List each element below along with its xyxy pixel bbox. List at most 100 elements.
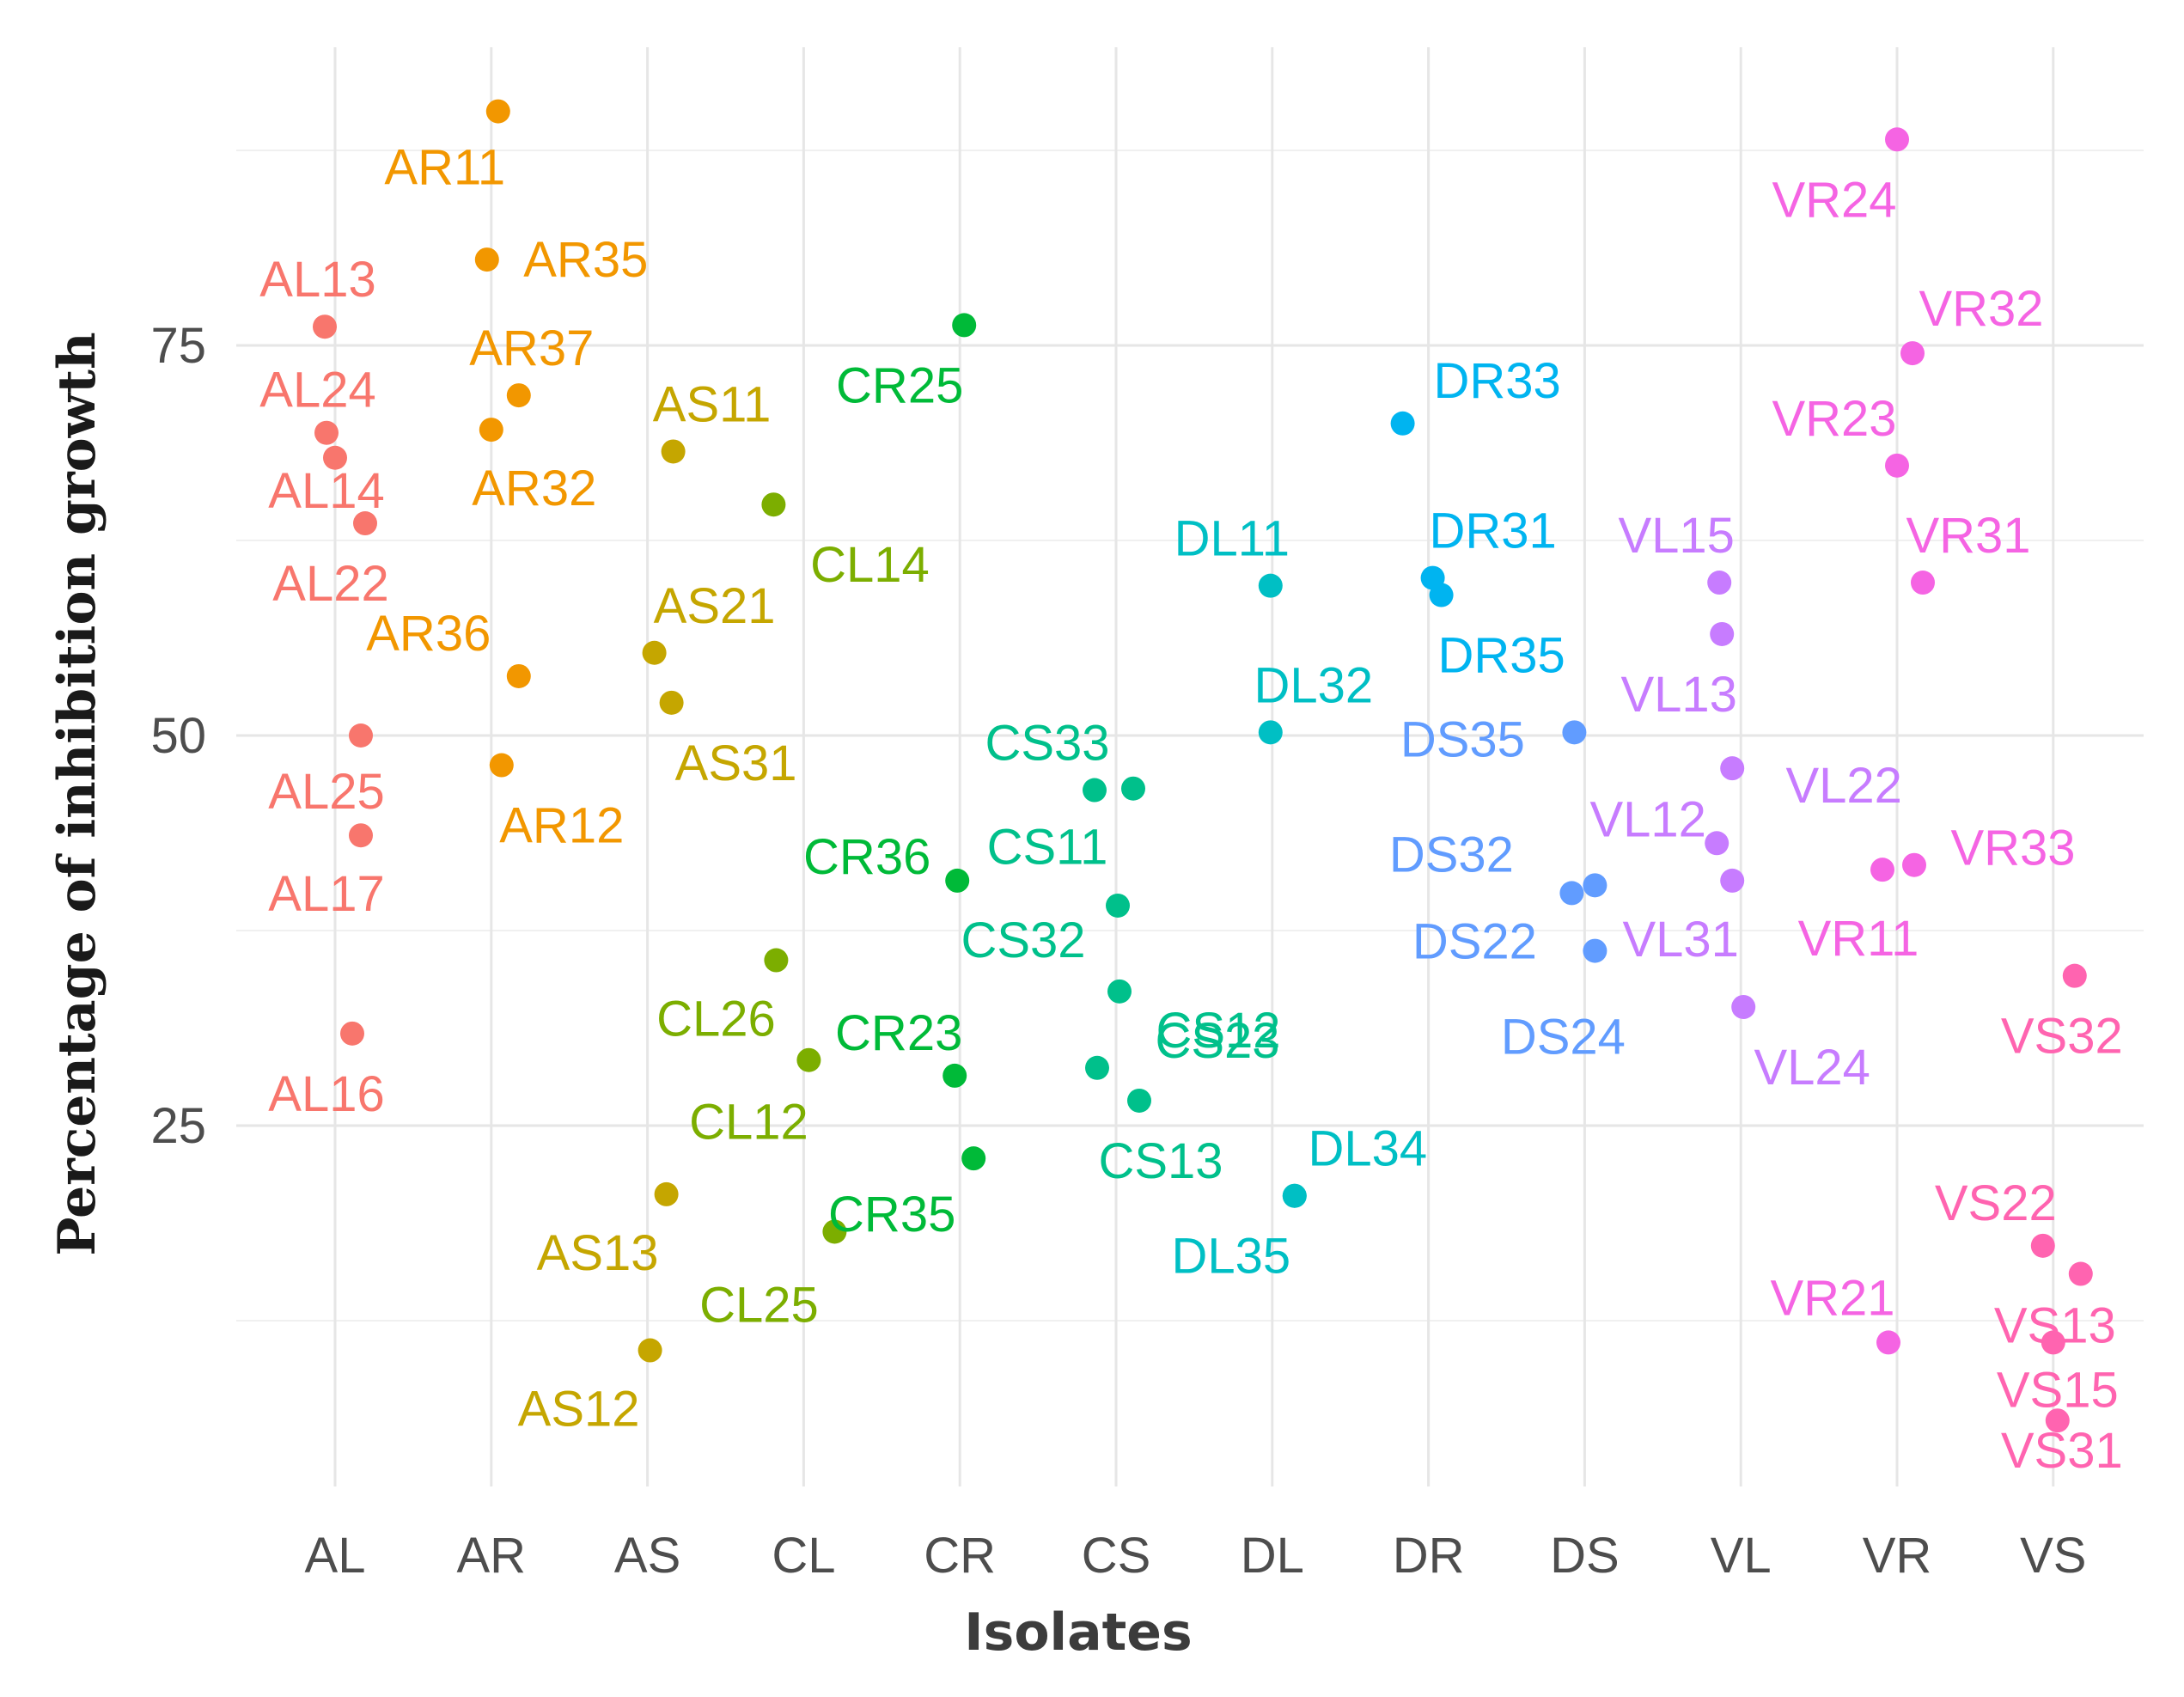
data-point xyxy=(1559,881,1584,906)
data-point xyxy=(1707,571,1732,595)
x-tick-label: CR xyxy=(924,1528,996,1584)
data-label: CL25 xyxy=(699,1277,819,1333)
data-label: AL22 xyxy=(272,556,388,612)
data-label: CL14 xyxy=(810,537,930,593)
data-point xyxy=(659,690,684,715)
data-point xyxy=(1429,583,1454,607)
data-point xyxy=(2041,1330,2065,1355)
x-tick-label: DR xyxy=(1393,1528,1465,1584)
data-point xyxy=(764,948,789,973)
x-tick-label: AS xyxy=(614,1528,680,1584)
data-label: DR33 xyxy=(1433,353,1560,409)
data-point xyxy=(1705,831,1730,856)
data-point xyxy=(1121,776,1145,801)
data-label: CS33 xyxy=(985,716,1109,772)
x-tick-label: VL xyxy=(1711,1528,1772,1584)
data-point xyxy=(1710,621,1735,646)
data-label: AR11 xyxy=(384,140,505,196)
data-label: AR35 xyxy=(523,232,648,288)
data-point xyxy=(945,868,970,893)
data-label: AS13 xyxy=(537,1225,659,1281)
x-tick-label: AR xyxy=(457,1528,527,1584)
data-label: VS31 xyxy=(2001,1423,2123,1479)
x-tick-label: CL xyxy=(772,1528,835,1584)
data-label: AL14 xyxy=(268,463,384,519)
x-tick-label: AL xyxy=(305,1528,366,1584)
data-point xyxy=(314,420,339,445)
data-label: VL22 xyxy=(1785,758,1901,814)
data-label: AS12 xyxy=(518,1382,640,1438)
data-label: DS32 xyxy=(1389,827,1514,882)
data-point xyxy=(1127,1088,1151,1113)
data-point xyxy=(638,1338,662,1363)
data-label: AL24 xyxy=(259,363,375,418)
data-label: CS13 xyxy=(1098,1133,1223,1189)
data-point xyxy=(340,1021,364,1046)
data-label: VS32 xyxy=(2001,1009,2123,1065)
data-label: CS32 xyxy=(961,913,1085,968)
data-label: VS13 xyxy=(1994,1298,2116,1354)
x-tick-label: VR xyxy=(1863,1528,1932,1584)
data-label: CS23 xyxy=(1155,1013,1279,1069)
data-label: AL25 xyxy=(268,764,384,820)
data-point xyxy=(349,823,373,848)
data-point xyxy=(474,247,499,272)
data-point xyxy=(1258,573,1283,598)
data-label: AS11 xyxy=(653,376,772,432)
data-label: VR31 xyxy=(1906,508,2030,564)
data-label: VR23 xyxy=(1772,391,1896,447)
y-axis-ticks: 25 50 75 xyxy=(150,318,206,1154)
data-point xyxy=(1106,893,1130,918)
y-tick-label: 50 xyxy=(150,708,206,764)
data-point xyxy=(761,492,786,517)
data-points xyxy=(313,99,2093,1433)
data-point xyxy=(1885,127,1909,152)
data-label: AR12 xyxy=(499,798,624,854)
data-point xyxy=(323,445,347,470)
x-tick-label: VS xyxy=(2020,1528,2086,1584)
data-point xyxy=(1583,938,1607,963)
data-label: AL17 xyxy=(268,866,384,922)
data-label: CS12 xyxy=(1156,1003,1280,1059)
data-point xyxy=(1583,873,1607,898)
data-label: CR35 xyxy=(828,1187,955,1242)
data-point xyxy=(1083,778,1107,803)
data-point xyxy=(952,313,977,338)
x-axis-ticks: AL AR AS CL CR CS DL DR DS VL VR VS xyxy=(305,1528,2087,1584)
data-label: VR21 xyxy=(1770,1270,1894,1326)
data-point xyxy=(654,1181,679,1206)
data-label: DS24 xyxy=(1501,1010,1626,1065)
data-label: AR36 xyxy=(366,606,491,662)
data-point xyxy=(1282,1183,1307,1208)
data-label: CR23 xyxy=(835,1005,962,1061)
data-label: AR37 xyxy=(469,320,594,376)
data-label: DL11 xyxy=(1174,511,1290,567)
data-point xyxy=(1390,411,1415,436)
data-point xyxy=(349,723,373,748)
data-point xyxy=(1870,858,1894,882)
y-tick-label: 25 xyxy=(150,1098,206,1154)
data-point xyxy=(479,418,503,443)
data-label: DS22 xyxy=(1412,913,1537,969)
data-label: VL13 xyxy=(1620,667,1736,723)
data-label: CL26 xyxy=(656,992,776,1047)
data-point xyxy=(796,1047,821,1072)
data-point xyxy=(353,511,377,536)
data-label: DR35 xyxy=(1437,628,1565,684)
data-label: VL15 xyxy=(1618,508,1734,564)
data-point xyxy=(1720,756,1745,781)
data-point xyxy=(2030,1233,2055,1258)
data-label: DR31 xyxy=(1429,504,1556,559)
data-label: VR32 xyxy=(1919,281,2043,337)
point-labels: AL13 AL24 AL14 AL22 AL25 AL17 AL16 AR11 AR35 AR37… xyxy=(259,140,2122,1480)
data-label: VL31 xyxy=(1622,912,1738,968)
data-point xyxy=(1562,720,1587,745)
x-tick-label: CS xyxy=(1082,1528,1151,1584)
data-label: DL32 xyxy=(1254,657,1373,713)
data-label: CL12 xyxy=(689,1095,808,1151)
data-label: CS11 xyxy=(987,820,1108,876)
data-label: DL35 xyxy=(1171,1229,1290,1285)
data-point xyxy=(2062,963,2087,988)
x-tick-label: DS xyxy=(1550,1528,1620,1584)
